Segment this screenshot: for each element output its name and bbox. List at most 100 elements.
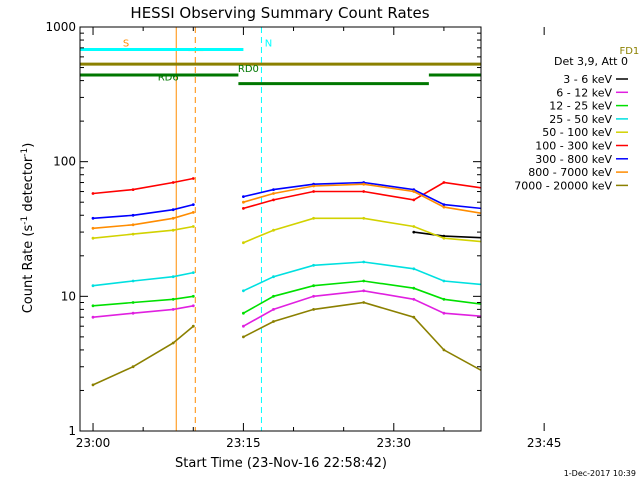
series-line-3 (92, 261, 481, 292)
data-point-5-8 (362, 190, 366, 193)
legend-label-6: 300 - 800 keV (535, 153, 612, 166)
legend-label-0: 3 - 6 keV (563, 73, 612, 86)
data-point-6-1 (131, 213, 135, 217)
data-point-6-14 (633, 222, 636, 225)
data-point-8-2 (171, 341, 175, 345)
flag-bars: SNFD1FD2RD0RD6 (80, 39, 639, 86)
data-point-3-10 (442, 279, 446, 283)
data-point-2-13 (593, 304, 596, 307)
data-point-6-11 (493, 208, 496, 211)
data-point-7-6 (272, 192, 275, 195)
data-point-7-7 (312, 184, 315, 188)
x-tick-label-3: 23:45 (527, 436, 562, 450)
data-point-7-8 (362, 182, 366, 186)
series-line-1 (92, 289, 481, 327)
y-tick-label-0: 1 (68, 424, 76, 438)
data-point-1-5 (242, 324, 245, 328)
data-point-8-8 (362, 301, 366, 304)
data-point-5-9 (412, 198, 416, 202)
data-point-5-2 (171, 181, 175, 184)
series-line-0 (413, 231, 481, 239)
data-point-2-14 (633, 308, 636, 311)
legend-label-4: 50 - 100 keV (542, 126, 612, 139)
data-point-4-6 (272, 228, 275, 232)
data-point-7-11 (493, 214, 496, 217)
flag-label-0: S (123, 39, 129, 50)
data-point-7-2 (171, 216, 175, 220)
footer-timestamp: 1-Dec-2017 10:39 (564, 469, 636, 478)
data-point-3-12 (543, 284, 546, 287)
data-point-5-3 (191, 177, 195, 180)
data-point-4-5 (242, 241, 245, 245)
data-point-4-2 (171, 228, 175, 232)
data-point-3-3 (191, 271, 195, 274)
data-point-1-13 (593, 316, 596, 319)
data-point-2-2 (171, 297, 175, 301)
data-point-1-6 (272, 308, 275, 311)
series-line-7 (92, 183, 481, 230)
data-point-2-1 (131, 301, 135, 304)
legend-label-5: 100 - 300 keV (535, 140, 612, 153)
data-point-4-3 (191, 225, 195, 228)
y-axis-label: Count Rate (s-1 detector-1) (20, 143, 36, 314)
y-tick-label-2: 100 (53, 155, 76, 169)
data-point-6-3 (191, 203, 195, 207)
data-point-7-12 (543, 220, 546, 223)
data-point-3-1 (131, 279, 135, 283)
legend-label-2: 12 - 25 keV (549, 100, 612, 113)
data-point-0-13 (593, 237, 596, 240)
data-point-8-13 (593, 410, 596, 413)
data-point-5-11 (493, 188, 496, 191)
data-point-5-10 (442, 181, 446, 184)
data-point-2-11 (493, 304, 496, 307)
data-point-8-1 (131, 365, 135, 369)
data-point-4-10 (442, 236, 446, 240)
data-point-1-10 (442, 311, 446, 315)
data-point-3-11 (493, 284, 496, 287)
data-point-0-12 (543, 237, 546, 240)
data-point-4-9 (412, 225, 416, 228)
data-point-8-5 (242, 335, 245, 339)
data-point-6-5 (242, 195, 245, 199)
legend-title: Det 3,9, Att 0 (554, 55, 628, 68)
x-tick-label-1: 23:15 (226, 436, 261, 450)
legend-label-3: 25 - 50 keV (549, 113, 612, 126)
data-point-5-5 (242, 207, 245, 210)
flag-label-4: RD0 (238, 64, 259, 75)
data-point-2-3 (191, 294, 195, 298)
data-point-7-14 (633, 227, 636, 230)
data-point-7-13 (593, 225, 596, 228)
data-point-7-3 (191, 211, 195, 214)
data-point-0-9 (412, 230, 416, 234)
flag-label-5: RD6 (158, 73, 179, 84)
series-line-8 (92, 301, 481, 386)
flag-label-2: FD1 (619, 46, 639, 57)
data-point-7-5 (242, 200, 245, 204)
data-point-1-9 (412, 297, 416, 301)
data-point-2-5 (242, 311, 245, 315)
series-line-5 (92, 177, 481, 210)
data-point-6-12 (543, 214, 546, 217)
data-point-0-11 (493, 237, 496, 240)
legend-label-8: 7000 - 20000 keV (514, 179, 612, 192)
data-point-5-7 (312, 190, 315, 193)
data-point-8-10 (442, 348, 446, 352)
data-point-1-3 (191, 304, 195, 308)
data-point-6-6 (272, 188, 275, 192)
chart-title: HESSI Observing Summary Count Rates (130, 4, 429, 22)
data-point-1-1 (131, 311, 135, 315)
data-point-8-12 (543, 406, 546, 409)
y-tick-label-3: 1000 (45, 20, 76, 34)
flag-bars-group (80, 48, 481, 86)
data-point-4-0 (91, 236, 95, 240)
legend-label-1: 6 - 12 keV (556, 86, 612, 99)
data-point-3-6 (272, 275, 275, 279)
axes: 110100100023:0023:1523:3023:4500:0000:15… (45, 20, 562, 450)
plot-area (91, 27, 636, 431)
data-point-1-11 (493, 316, 496, 319)
data-point-4-12 (543, 244, 546, 247)
data-point-5-14 (633, 203, 636, 206)
data-point-0-10 (442, 234, 446, 238)
data-point-1-7 (312, 294, 315, 298)
